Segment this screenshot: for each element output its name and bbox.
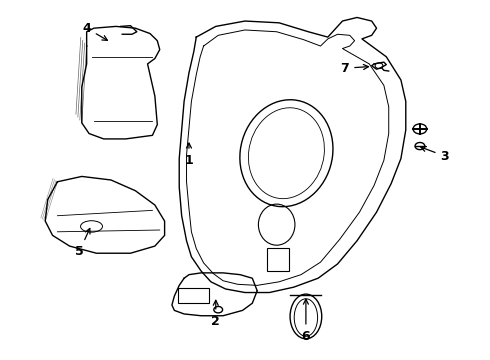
Text: 6: 6: [301, 299, 310, 343]
Bar: [178, 288, 209, 303]
Bar: [267, 248, 289, 271]
Text: 3: 3: [421, 147, 449, 163]
Text: 1: 1: [185, 143, 194, 167]
Text: 7: 7: [341, 62, 368, 75]
Text: 4: 4: [82, 22, 107, 40]
Text: 2: 2: [211, 300, 220, 328]
Text: 5: 5: [75, 229, 90, 258]
